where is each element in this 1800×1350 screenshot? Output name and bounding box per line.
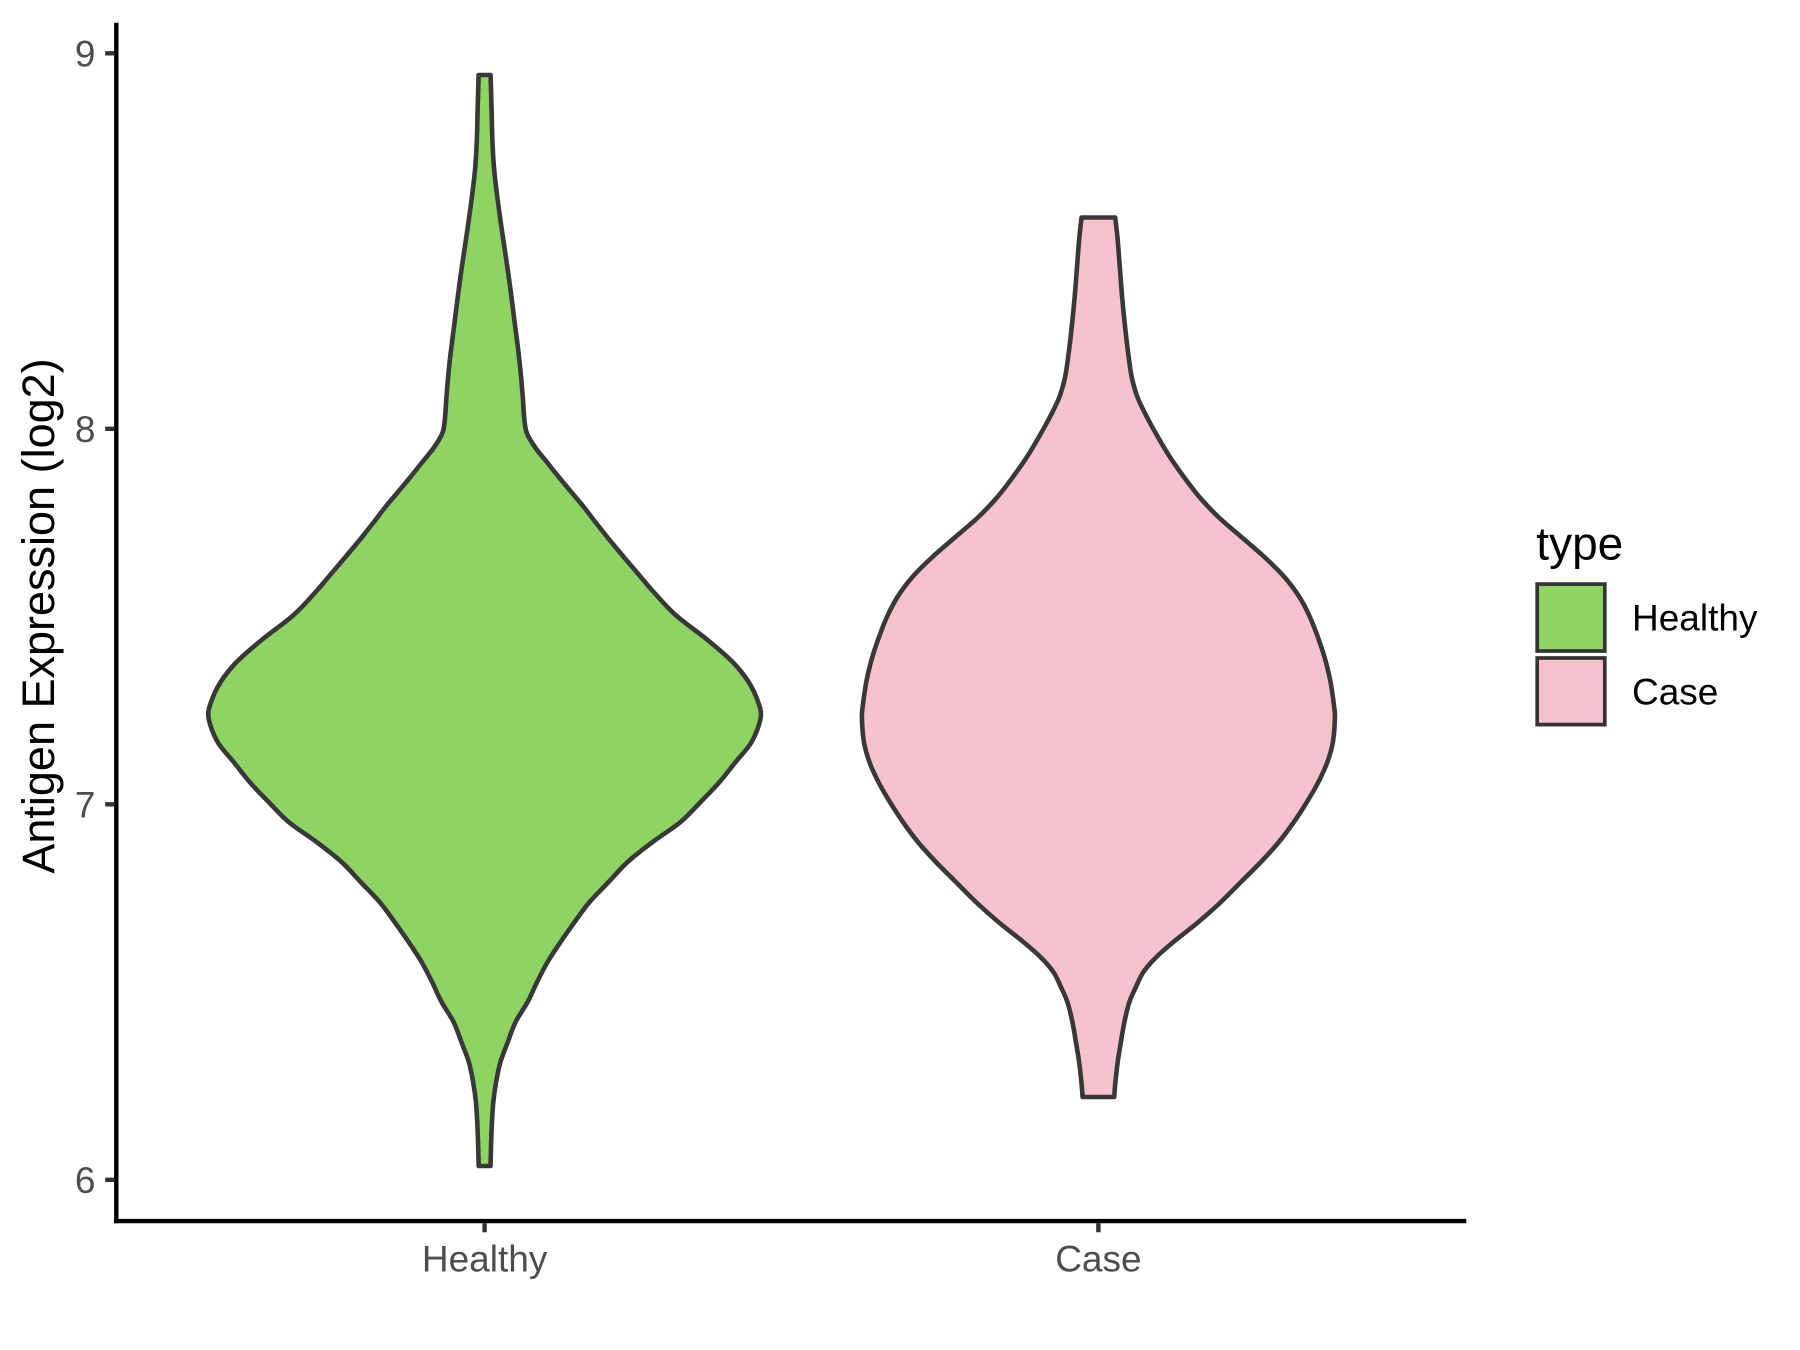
svg-text:9: 9 xyxy=(75,34,96,75)
svg-text:Case: Case xyxy=(1055,1239,1141,1280)
svg-text:Antigen Expression (log2): Antigen Expression (log2) xyxy=(13,358,64,873)
svg-text:8: 8 xyxy=(75,409,96,450)
svg-text:Case: Case xyxy=(1632,672,1718,713)
svg-text:Healthy: Healthy xyxy=(1632,598,1758,639)
svg-text:6: 6 xyxy=(75,1160,96,1201)
svg-text:Healthy: Healthy xyxy=(422,1239,548,1280)
svg-text:7: 7 xyxy=(75,785,96,826)
svg-text:type: type xyxy=(1536,517,1623,569)
